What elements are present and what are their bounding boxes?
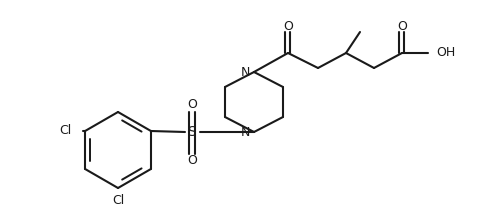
Text: S: S: [187, 125, 197, 139]
Text: N: N: [241, 65, 250, 78]
Text: O: O: [283, 20, 293, 34]
Text: Cl: Cl: [112, 194, 124, 206]
Text: O: O: [187, 155, 197, 167]
Text: N: N: [241, 126, 250, 138]
Text: O: O: [187, 99, 197, 111]
Text: Cl: Cl: [59, 124, 71, 138]
Text: O: O: [397, 20, 407, 34]
Text: OH: OH: [436, 46, 455, 60]
